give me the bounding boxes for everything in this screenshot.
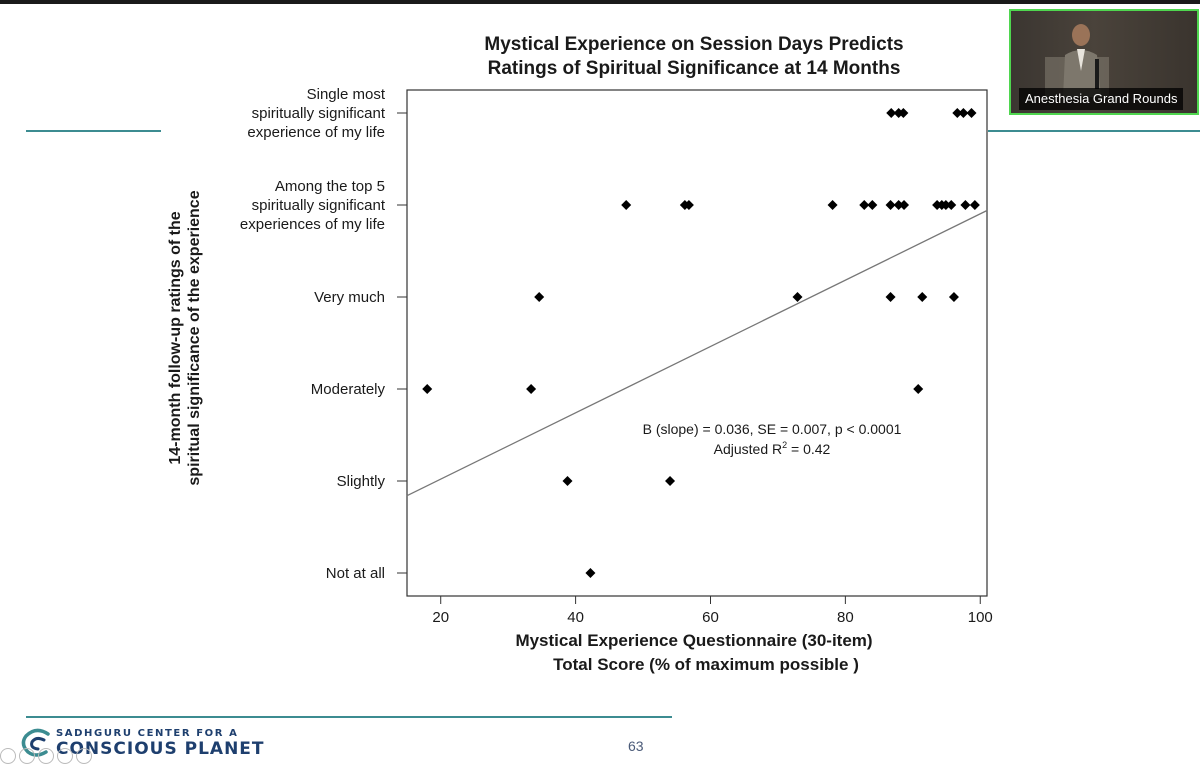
x-tick-label-1: 40 bbox=[567, 609, 584, 626]
slide-accent-rule-right bbox=[988, 130, 1200, 132]
zoom-icon[interactable] bbox=[57, 748, 73, 764]
y-tick-label-2-line-0: Moderately bbox=[311, 381, 386, 398]
data-point-22 bbox=[940, 200, 951, 210]
data-point-6 bbox=[534, 292, 545, 302]
logo-text-line2: CONSCIOUS PLANET bbox=[56, 739, 265, 759]
data-point-24 bbox=[960, 200, 971, 210]
previous-slide-icon[interactable] bbox=[0, 748, 16, 764]
window-top-bar bbox=[0, 0, 1200, 4]
data-point-11 bbox=[621, 200, 632, 210]
logo-text-line1: SADHGURU CENTER FOR A bbox=[56, 728, 239, 739]
data-point-25 bbox=[969, 200, 980, 210]
slide-grid-icon[interactable] bbox=[38, 748, 54, 764]
video-caption: Anesthesia Grand Rounds bbox=[1019, 88, 1184, 110]
x-tick-label-4: 100 bbox=[968, 609, 993, 626]
y-tick-label-5-line-2: experience of my life bbox=[247, 124, 385, 141]
data-point-8 bbox=[885, 292, 896, 302]
x-axis-label-line1: Mystical Experience Questionnaire (30-it… bbox=[515, 631, 872, 650]
y-tick-label-1: Slightly bbox=[337, 473, 386, 490]
annotation-r-superscript: 2 bbox=[782, 440, 787, 450]
data-point-3 bbox=[422, 384, 433, 394]
next-slide-icon[interactable] bbox=[19, 748, 35, 764]
x-tick-label-0: 20 bbox=[432, 609, 449, 626]
more-options-icon[interactable] bbox=[76, 748, 92, 764]
y-tick-label-4-line-1: spiritually significant bbox=[252, 197, 386, 214]
x-tick-label-3: 80 bbox=[837, 609, 854, 626]
regression-line bbox=[406, 209, 988, 497]
data-point-14 bbox=[827, 200, 838, 210]
slide-footer-rule bbox=[26, 716, 672, 718]
slide-page-number: 63 bbox=[628, 738, 644, 754]
y-tick-label-5-line-1: spiritually significant bbox=[252, 105, 386, 122]
chart-annotation-line2: Adjusted R2 = 0.42 bbox=[714, 440, 831, 457]
data-point-9 bbox=[917, 292, 928, 302]
speaker-silhouette-icon bbox=[1045, 24, 1109, 97]
y-axis-label-line1: 14-month follow-up ratings of the bbox=[167, 211, 184, 464]
y-tick-label-5-line-0: Single most bbox=[307, 86, 386, 103]
presentation-toolbar bbox=[0, 748, 130, 767]
plot-frame bbox=[406, 89, 988, 597]
annotation-r-label: Adjusted R bbox=[714, 441, 782, 457]
y-axis-label-line2: spiritual significance of the experience bbox=[186, 190, 203, 485]
data-point-29 bbox=[952, 108, 963, 118]
participant-video-tile[interactable]: Anesthesia Grand Rounds bbox=[1009, 9, 1199, 115]
annotation-r-value: = 0.42 bbox=[787, 441, 830, 457]
y-tick-label-0: Not at all bbox=[326, 565, 385, 582]
data-point-30 bbox=[958, 108, 969, 118]
data-point-17 bbox=[885, 200, 896, 210]
data-point-19 bbox=[899, 200, 910, 210]
data-point-2 bbox=[665, 476, 676, 486]
data-point-18 bbox=[893, 200, 904, 210]
data-point-7 bbox=[792, 292, 803, 302]
y-tick-label-4: Among the top 5 spiritually significant ex… bbox=[240, 178, 386, 233]
scatter-chart: Mystical Experience on Session Days Pred… bbox=[167, 34, 993, 674]
data-point-13 bbox=[683, 200, 694, 210]
data-point-0 bbox=[585, 568, 596, 578]
chart-title-line2: Ratings of Spiritual Significance at 14 … bbox=[488, 58, 901, 79]
data-point-16 bbox=[867, 200, 878, 210]
data-point-1 bbox=[562, 476, 573, 486]
slide-accent-rule-left bbox=[26, 130, 161, 132]
organization-logo: SADHGURU CENTER FOR A CONSCIOUS PLANET bbox=[18, 728, 264, 764]
x-tick-label-2: 60 bbox=[702, 609, 719, 626]
data-point-23 bbox=[946, 200, 957, 210]
data-point-31 bbox=[966, 108, 977, 118]
chart-title-line1: Mystical Experience on Session Days Pred… bbox=[484, 34, 903, 55]
y-tick-label-4-line-2: experiences of my life bbox=[240, 216, 385, 233]
data-point-5 bbox=[913, 384, 924, 394]
y-tick-label-0-line-0: Not at all bbox=[326, 565, 385, 582]
y-tick-label-3: Very much bbox=[314, 289, 385, 306]
logo-swirl-icon bbox=[21, 728, 50, 757]
x-axis-label-line2: Total Score (% of maximum possible ) bbox=[553, 655, 859, 674]
data-point-26 bbox=[886, 108, 897, 118]
y-tick-label-1-line-0: Slightly bbox=[337, 473, 386, 490]
y-tick-label-2: Moderately bbox=[311, 381, 386, 398]
chart-annotation-line1: B (slope) = 0.036, SE = 0.007, p < 0.000… bbox=[643, 421, 902, 437]
y-tick-label-3-line-0: Very much bbox=[314, 289, 385, 306]
data-point-15 bbox=[859, 200, 870, 210]
data-point-4 bbox=[526, 384, 537, 394]
y-tick-label-4-line-0: Among the top 5 bbox=[275, 178, 385, 195]
data-point-28 bbox=[898, 108, 909, 118]
y-tick-label-5: Single most spiritually significant experi… bbox=[247, 86, 385, 141]
data-point-10 bbox=[948, 292, 959, 302]
